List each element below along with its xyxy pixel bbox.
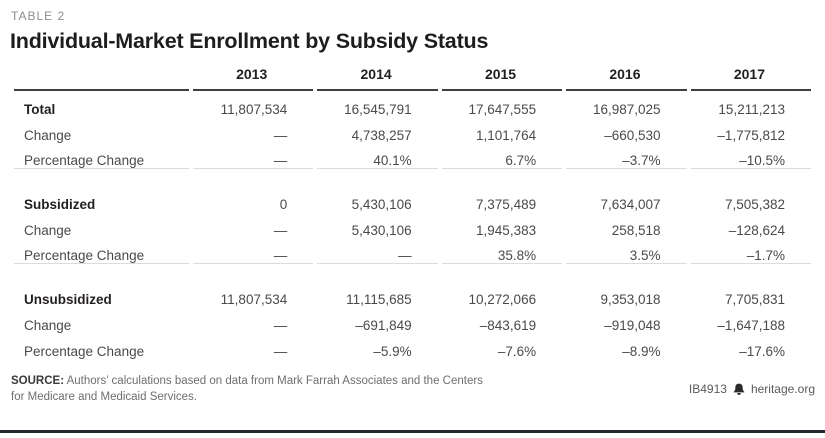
value-cell: –5.9% [373, 344, 412, 359]
value-cell: 7,505,382 [724, 197, 785, 212]
value-cell: 16,987,025 [592, 102, 661, 117]
table-number-label: TABLE 2 [11, 9, 66, 23]
enrollment-table: 2013 2014 2015 2016 2017 Total 11,807,53… [10, 66, 815, 359]
value-cell: 40.1% [317, 143, 438, 169]
row-label-cell: Unsubsidized [24, 292, 112, 307]
section-spacer [14, 169, 811, 186]
row-label-cell: Percentage Change [14, 143, 189, 169]
table-title: Individual-Market Enrollment by Subsidy … [10, 29, 489, 53]
value-cell: — [192, 143, 314, 169]
value-cell: 5,430,106 [351, 223, 412, 238]
value-cell: –3.7% [566, 143, 687, 169]
publication-mark: IB4913 heritage.org [689, 382, 815, 405]
value-cell: 1,945,383 [476, 223, 537, 238]
value-cell: 7,375,489 [476, 197, 537, 212]
section-spacer [14, 264, 811, 281]
document-id: IB4913 [688, 382, 727, 397]
column-header-2016: 2016 [566, 66, 687, 91]
value-cell: –1,775,812 [717, 128, 785, 143]
value-cell: 3.5% [566, 238, 687, 264]
table-row-unsubsidized-pct-change: Percentage Change — –5.9% –7.6% –8.9% –1… [14, 333, 811, 359]
row-label-cell: Change [24, 318, 72, 333]
table-row-total: Total 11,807,534 16,545,791 17,647,555 1… [14, 91, 811, 117]
table-footer: SOURCE: Authors’ calculations based on d… [10, 374, 815, 405]
row-label-cell: Total [24, 102, 56, 117]
value-cell: 11,115,685 [346, 292, 412, 307]
source-label: SOURCE: [11, 375, 65, 387]
value-cell: 1,101,764 [476, 128, 537, 143]
value-cell: — [273, 128, 288, 143]
table-row-unsubsidized-change: Change — –691,849 –843,619 –919,048 –1,6… [14, 307, 811, 333]
value-cell: –10.5% [690, 143, 811, 169]
table-row-subsidized-change: Change — 5,430,106 1,945,383 258,518 –12… [14, 212, 811, 238]
column-header-2013: 2013 [192, 66, 314, 91]
column-header-2017: 2017 [690, 66, 811, 91]
value-cell: — [273, 344, 288, 359]
row-label-cell: Percentage Change [24, 344, 145, 359]
value-cell: –8.9% [622, 344, 661, 359]
table-row-total-change: Change — 4,738,257 1,101,764 –660,530 –1… [14, 117, 811, 143]
value-cell: 0 [279, 197, 288, 212]
table-row-subsidized: Subsidized 0 5,430,106 7,375,489 7,634,0… [14, 186, 811, 212]
column-header-2014: 2014 [317, 66, 438, 91]
value-cell: — [273, 318, 288, 333]
value-cell: 15,211,213 [718, 102, 785, 117]
value-cell: –691,849 [355, 318, 412, 333]
header-corner-cell [14, 66, 189, 91]
value-cell: 4,738,257 [351, 128, 412, 143]
value-cell: 17,647,555 [468, 102, 537, 117]
value-cell: 6.7% [441, 143, 563, 169]
value-cell: — [317, 238, 438, 264]
column-header-2015: 2015 [441, 66, 563, 91]
row-label-cell: Percentage Change [14, 238, 189, 264]
value-cell: 10,272,066 [468, 292, 537, 307]
value-cell: 11,807,534 [220, 102, 288, 117]
value-cell: –660,530 [604, 128, 661, 143]
value-cell: — [192, 238, 314, 264]
value-cell: –1.7% [690, 238, 811, 264]
value-cell: –17.6% [739, 344, 785, 359]
source-note: SOURCE: Authors’ calculations based on d… [11, 374, 491, 405]
value-cell: 258,518 [611, 223, 661, 238]
value-cell: –7.6% [497, 344, 537, 359]
value-cell: 7,634,007 [600, 197, 661, 212]
heritage-bell-icon [732, 383, 746, 396]
value-cell: –128,624 [728, 223, 785, 238]
value-cell: — [273, 223, 288, 238]
value-cell: 5,430,106 [351, 197, 412, 212]
value-cell: 11,807,534 [220, 292, 288, 307]
row-label-cell: Change [24, 128, 72, 143]
row-label-cell: Subsidized [24, 197, 96, 212]
row-label-cell: Change [24, 223, 72, 238]
value-cell: –919,048 [604, 318, 661, 333]
value-cell: –843,619 [479, 318, 537, 333]
table-row-subsidized-pct-change: Percentage Change — — 35.8% 3.5% –1.7% [14, 238, 811, 264]
table-header-row: 2013 2014 2015 2016 2017 [14, 66, 811, 91]
bottom-accent-bar [0, 430, 825, 433]
value-cell: 7,705,831 [724, 292, 785, 307]
value-cell: –1,647,188 [717, 318, 785, 333]
table-row-total-pct-change: Percentage Change — 40.1% 6.7% –3.7% –10… [14, 143, 811, 169]
value-cell: 35.8% [441, 238, 563, 264]
value-cell: 16,545,791 [344, 102, 412, 117]
report-table-page: TABLE 2 Individual-Market Enrollment by … [10, 9, 815, 405]
value-cell: 9,353,018 [600, 292, 661, 307]
site-name: heritage.org [750, 382, 815, 397]
source-text: Authors’ calculations based on data from… [11, 375, 483, 403]
table-row-unsubsidized: Unsubsidized 11,807,534 11,115,685 10,27… [14, 281, 811, 307]
